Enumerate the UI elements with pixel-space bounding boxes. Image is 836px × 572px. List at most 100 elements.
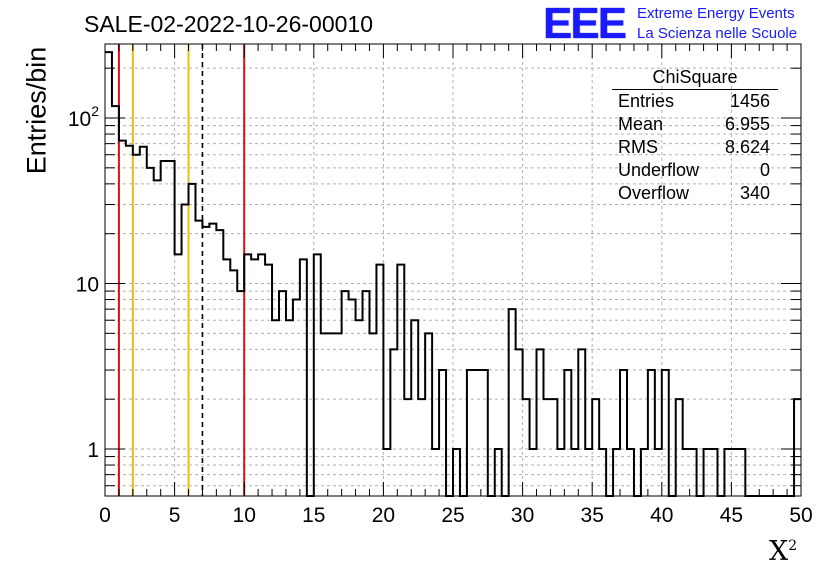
histogram-bin — [202, 227, 209, 496]
histogram-bin — [523, 399, 530, 496]
histogram-bin — [147, 168, 154, 496]
histogram-bin — [133, 155, 140, 496]
histogram-bin — [390, 349, 397, 496]
x-tick-label: 50 — [789, 504, 812, 527]
stats-label: Mean — [618, 114, 664, 134]
x-tick-label: 20 — [372, 504, 395, 527]
stats-row-mean: Mean 6.955 — [612, 113, 778, 136]
x-tick-label: 45 — [720, 504, 743, 527]
histogram-bin — [481, 370, 488, 496]
stats-label: Entries — [618, 91, 675, 111]
histogram-bin — [411, 320, 418, 496]
histogram-bin — [182, 205, 189, 496]
histogram-bin — [300, 259, 307, 496]
histogram-bin — [195, 221, 202, 496]
histogram-bin — [731, 449, 738, 496]
histogram-bin — [293, 300, 300, 496]
histogram-bin — [662, 370, 669, 496]
histogram-bin — [321, 333, 328, 496]
histogram-series — [105, 51, 801, 497]
stats-value: 1456 — [729, 91, 770, 111]
histogram-bin — [683, 449, 690, 496]
histogram-bin — [724, 449, 731, 496]
stats-value: 0 — [759, 160, 770, 180]
histogram-bin — [418, 399, 425, 496]
histogram-bin — [453, 449, 460, 496]
histogram-bin — [599, 449, 606, 496]
logo-line-1: Extreme Energy Events — [637, 5, 795, 22]
histogram-bin — [425, 333, 432, 496]
stats-row-underflow: Underflow 0 — [612, 159, 778, 182]
histogram-bin — [112, 106, 119, 496]
stats-row-entries: Entries 1456 — [612, 90, 778, 113]
histogram-bin — [550, 399, 557, 496]
histogram-bin — [571, 449, 578, 496]
histogram-bin — [516, 349, 523, 496]
x-tick-label: 30 — [511, 504, 534, 527]
histogram-bin — [161, 161, 168, 496]
stats-value: 8.624 — [724, 137, 770, 157]
histogram-bin — [126, 146, 133, 496]
histogram-bin — [564, 370, 571, 496]
histogram-bin — [335, 333, 342, 496]
grid-lines — [105, 44, 801, 496]
x-tick-label: 5 — [169, 504, 181, 527]
stats-label: Underflow — [618, 160, 700, 180]
stats-label: Overflow — [618, 183, 690, 203]
histogram-bin — [140, 147, 147, 496]
histogram-outline — [105, 51, 801, 497]
histogram-bin — [530, 449, 537, 496]
stats-label: RMS — [618, 137, 658, 157]
histogram-bin — [209, 224, 216, 496]
histogram-bin — [543, 399, 550, 496]
histogram-bin — [230, 270, 237, 496]
histogram-bin — [627, 449, 634, 496]
tick-labels: 0 5 10 15 20 25 30 35 40 45 50 1 10 102 — [68, 103, 813, 527]
x-tick-label: 15 — [302, 504, 325, 527]
y-tick-label: 102 — [68, 103, 99, 131]
marker-lines — [117, 44, 246, 496]
histogram-bin — [328, 333, 335, 496]
histogram-bin — [557, 449, 564, 496]
histogram-bin — [690, 449, 697, 496]
histogram-bin — [537, 349, 544, 496]
y-axis-label: Entries/bin — [21, 46, 52, 175]
x-axis-label: X2 — [769, 536, 798, 567]
logo-line-2: La Scienza nelle Scuole — [637, 25, 798, 42]
histogram-bin — [641, 449, 648, 496]
histogram-bin — [585, 449, 592, 496]
histogram-bin — [648, 370, 655, 496]
histogram-bin — [620, 370, 627, 496]
histogram-bin — [467, 370, 474, 496]
stats-row-rms: RMS 8.624 — [612, 136, 778, 159]
histogram-bin — [432, 449, 439, 496]
histogram-bin — [509, 309, 516, 496]
histogram-bin — [474, 370, 481, 496]
stats-title: ChiSquare — [612, 67, 778, 90]
histogram-bin — [613, 449, 620, 496]
stats-value: 340 — [739, 183, 770, 203]
eee-logo: EEE — [543, 0, 627, 48]
histogram-bin — [794, 399, 801, 496]
histogram-bin — [704, 449, 711, 496]
stats-value: 6.955 — [724, 114, 770, 134]
chart-title: SALE-02-2022-10-26-00010 — [84, 11, 373, 37]
x-tick-label: 10 — [233, 504, 256, 527]
y-tick-label: 10 — [76, 274, 99, 297]
histogram-bin — [404, 399, 411, 496]
histogram-bin — [272, 320, 279, 496]
histogram-bin — [738, 449, 745, 496]
histogram-bin — [356, 320, 363, 496]
histogram-bin — [711, 449, 718, 496]
histogram-bin — [676, 399, 683, 496]
histogram-bin — [369, 333, 376, 496]
histogram-bin — [251, 259, 258, 496]
histogram-bin — [286, 320, 293, 496]
histogram-bin — [383, 449, 390, 496]
histogram-bin — [655, 449, 662, 496]
stats-box: ChiSquare Entries 1456 Mean 6.955 RMS 8.… — [612, 67, 778, 205]
y-tick-label: 1 — [87, 439, 99, 462]
histogram-bin — [349, 300, 356, 496]
x-tick-label: 25 — [441, 504, 464, 527]
